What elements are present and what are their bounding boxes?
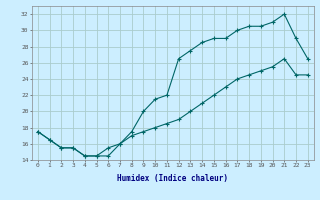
X-axis label: Humidex (Indice chaleur): Humidex (Indice chaleur) — [117, 174, 228, 183]
